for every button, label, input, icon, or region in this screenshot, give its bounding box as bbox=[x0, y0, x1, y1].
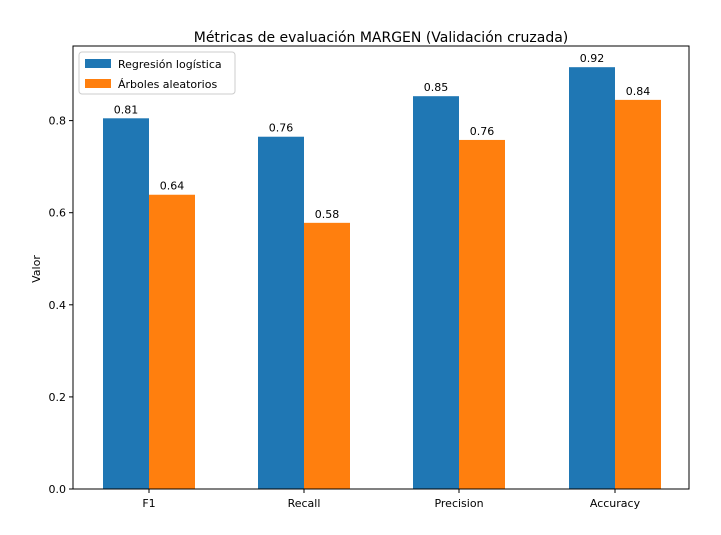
x-tick-label-recall: Recall bbox=[288, 497, 321, 510]
bar-1-recall bbox=[304, 222, 350, 489]
y-axis: 0.0 0.2 0.4 0.6 0.8 bbox=[49, 115, 73, 496]
bar-1-f1 bbox=[149, 194, 195, 490]
legend-swatch-arboles-aleatorios bbox=[85, 79, 111, 88]
chart-title: Métricas de evaluación MARGEN (Validació… bbox=[194, 30, 569, 46]
x-axis: F1 Recall Precision Accuracy bbox=[142, 489, 641, 510]
value-label-1-recall: 0.58 bbox=[315, 208, 340, 221]
value-label-0-accuracy: 0.92 bbox=[580, 52, 605, 65]
value-label-0-f1: 0.81 bbox=[114, 103, 139, 116]
legend-label-arboles-aleatorios: Árboles aleatorios bbox=[118, 78, 217, 91]
legend-swatch-regresion-logistica bbox=[85, 59, 111, 68]
y-tick-label: 0.8 bbox=[49, 115, 67, 128]
legend-label-regresion-logistica: Regresión logística bbox=[118, 58, 222, 71]
value-label-1-precision: 0.76 bbox=[470, 125, 495, 138]
legend: Regresión logística Árboles aleatorios bbox=[78, 51, 236, 95]
value-label-1-f1: 0.64 bbox=[160, 180, 185, 193]
y-tick-label: 0.4 bbox=[49, 299, 67, 312]
bar-1-accuracy bbox=[615, 99, 661, 489]
value-label-0-precision: 0.85 bbox=[424, 81, 449, 94]
bars-group bbox=[103, 67, 661, 490]
y-tick-label: 0.6 bbox=[49, 207, 67, 220]
y-tick-label: 0.2 bbox=[49, 391, 67, 404]
bar-0-f1 bbox=[103, 118, 149, 489]
value-label-1-accuracy: 0.84 bbox=[626, 85, 651, 98]
x-tick-label-f1: F1 bbox=[142, 497, 155, 510]
legend-box bbox=[78, 51, 236, 95]
bar-0-recall bbox=[258, 136, 304, 489]
value-label-0-recall: 0.76 bbox=[269, 122, 294, 135]
plot-frame bbox=[72, 45, 690, 490]
x-tick-label-accuracy: Accuracy bbox=[590, 497, 641, 510]
y-axis-label: Valor bbox=[30, 255, 43, 283]
bar-0-accuracy bbox=[569, 67, 615, 489]
bar-1-precision bbox=[459, 139, 505, 490]
bar-0-precision bbox=[413, 96, 459, 489]
value-labels-group: 0.81 0.76 0.85 0.92 0.64 0.58 0.76 0.84 bbox=[114, 52, 651, 221]
y-tick-label: 0.0 bbox=[49, 483, 67, 496]
x-tick-label-precision: Precision bbox=[434, 497, 483, 510]
